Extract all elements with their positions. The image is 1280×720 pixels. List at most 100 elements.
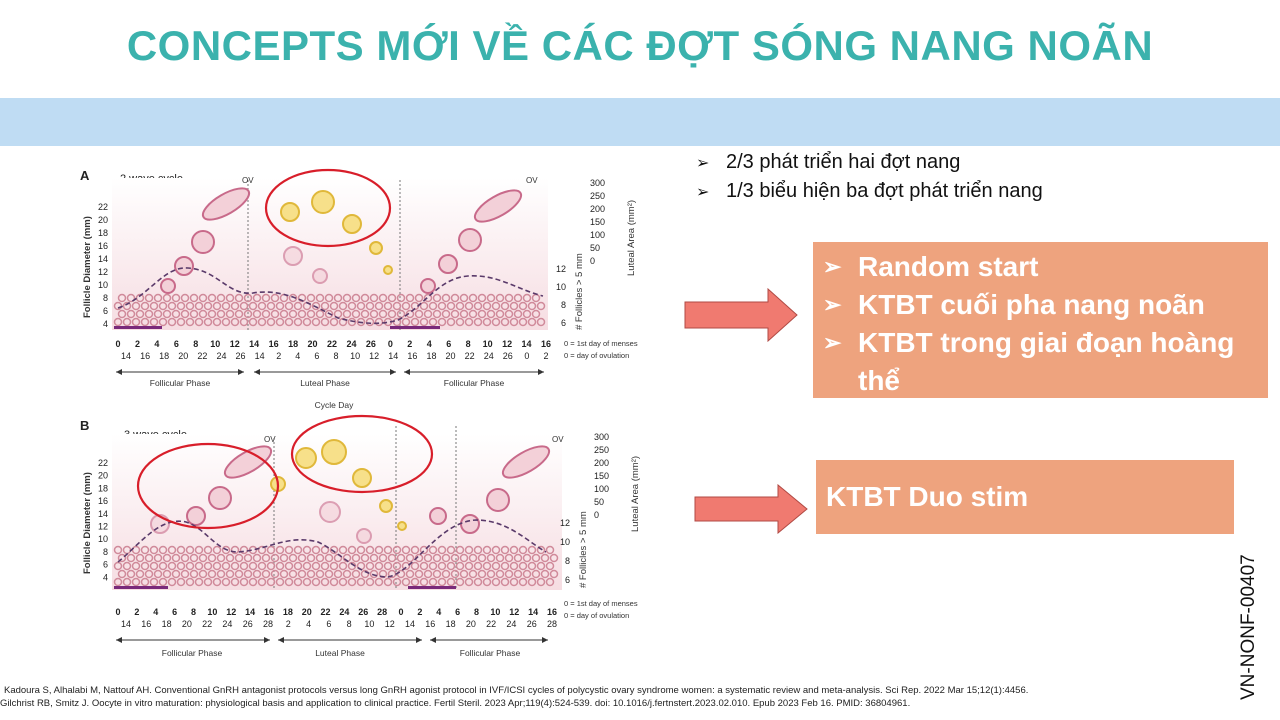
small-follicle	[234, 553, 244, 563]
small-follicle	[239, 577, 249, 587]
small-follicle	[230, 577, 240, 587]
small-follicle	[117, 293, 127, 303]
small-follicle	[180, 569, 190, 579]
small-follicle	[140, 301, 150, 311]
small-follicle	[221, 317, 231, 327]
panel-a-day-row1: 0 2 4 6 8 10 12 14 16 18 20 22 24 26 0 2 4 6 8 10 12 14 16	[115, 339, 551, 349]
panel-a-phase-2: Luteal Phase	[300, 378, 350, 388]
b-count-tick: 10	[560, 537, 570, 547]
a-row1-label: 24	[346, 339, 356, 349]
small-follicle	[275, 317, 285, 327]
small-follicle	[464, 317, 474, 327]
small-follicle	[149, 317, 159, 327]
small-follicle	[176, 301, 186, 311]
small-follicle	[491, 301, 501, 311]
small-follicle	[338, 577, 348, 587]
small-follicle	[369, 309, 379, 319]
small-follicle	[342, 309, 352, 319]
small-follicle	[549, 569, 559, 579]
small-follicle	[144, 293, 154, 303]
small-follicle	[167, 301, 177, 311]
small-follicle	[320, 317, 330, 327]
small-follicle	[306, 309, 316, 319]
small-follicle	[203, 545, 213, 555]
small-follicle	[477, 553, 487, 563]
small-follicle	[446, 317, 456, 327]
small-follicle	[122, 301, 132, 311]
small-follicle	[144, 309, 154, 319]
small-follicle	[374, 561, 384, 571]
small-follicle	[495, 309, 505, 319]
panel-b-ov-2: OV	[552, 435, 564, 444]
small-follicle	[351, 309, 361, 319]
small-follicle	[329, 317, 339, 327]
a-diameter-tick: 4	[103, 319, 108, 329]
small-follicle	[185, 545, 195, 555]
small-follicle	[527, 301, 537, 311]
b-row1-label: 22	[321, 607, 331, 617]
a-row2-label: 26	[236, 351, 246, 361]
a-row1-label: 18	[288, 339, 298, 349]
small-follicle	[320, 301, 330, 311]
small-follicle	[378, 293, 388, 303]
small-follicle	[329, 561, 339, 571]
small-follicle	[455, 317, 465, 327]
b-row2-label: 20	[182, 619, 192, 629]
small-follicle	[252, 309, 262, 319]
panel-b-menses-bar-2	[408, 586, 456, 589]
small-follicle	[311, 545, 321, 555]
small-follicle	[117, 569, 127, 579]
small-follicle	[149, 577, 159, 587]
small-follicle	[239, 561, 249, 571]
small-follicle	[324, 553, 334, 563]
a-row1-label: 0	[115, 339, 120, 349]
small-follicle	[360, 293, 370, 303]
small-follicle	[126, 293, 136, 303]
small-follicle	[284, 577, 294, 587]
small-follicle	[500, 561, 510, 571]
panel-a-day-row2: 14 16 18 20 22 24 26 14 2 4 6 8 10 12 14 16 18 20 22 24 26 0 2	[121, 351, 549, 361]
small-follicle	[464, 577, 474, 587]
small-follicle	[482, 317, 492, 327]
small-follicle	[131, 561, 141, 571]
small-follicle	[464, 561, 474, 571]
a-row1-label: 26	[366, 339, 376, 349]
small-follicle	[212, 301, 222, 311]
small-follicle	[347, 561, 357, 571]
small-follicle	[446, 561, 456, 571]
panel-b-diameter-ticks: 22 20 18 16 14 12 10 8 6 4	[98, 458, 108, 582]
small-follicle	[275, 545, 285, 555]
small-follicle	[135, 309, 145, 319]
small-follicle	[360, 569, 370, 579]
b-row1-label: 4	[436, 607, 441, 617]
b-row1-label: 20	[302, 607, 312, 617]
b-luteal-tick: 250	[594, 445, 609, 455]
small-follicle	[302, 545, 312, 555]
small-follicle	[158, 301, 168, 311]
small-follicle	[441, 569, 451, 579]
small-follicle	[162, 569, 172, 579]
small-follicle	[486, 569, 496, 579]
small-follicle	[324, 293, 334, 303]
small-follicle	[540, 553, 550, 563]
bullet-three-waves: ➢ 1/3 biểu hiện ba đợt phát triển nang	[696, 177, 1043, 206]
small-follicle	[500, 577, 510, 587]
small-follicle	[243, 553, 253, 563]
small-follicle	[338, 301, 348, 311]
small-follicle	[122, 561, 132, 571]
small-follicle	[216, 569, 226, 579]
small-follicle	[351, 553, 361, 563]
a-row1-label: 6	[174, 339, 179, 349]
small-follicle	[329, 577, 339, 587]
a-diameter-tick: 8	[103, 293, 108, 303]
small-follicle	[194, 301, 204, 311]
duostim-box: KTBT Duo stim	[816, 460, 1234, 534]
panel-a-phase-3: Follicular Phase	[444, 378, 505, 388]
small-follicle	[428, 545, 438, 555]
small-follicle	[113, 577, 123, 587]
arrow-bullet-icon: ➢	[696, 184, 710, 201]
a-row1-label: 16	[541, 339, 551, 349]
small-follicle	[518, 301, 528, 311]
a-luteal-tick: 150	[590, 217, 605, 227]
small-follicle	[338, 561, 348, 571]
